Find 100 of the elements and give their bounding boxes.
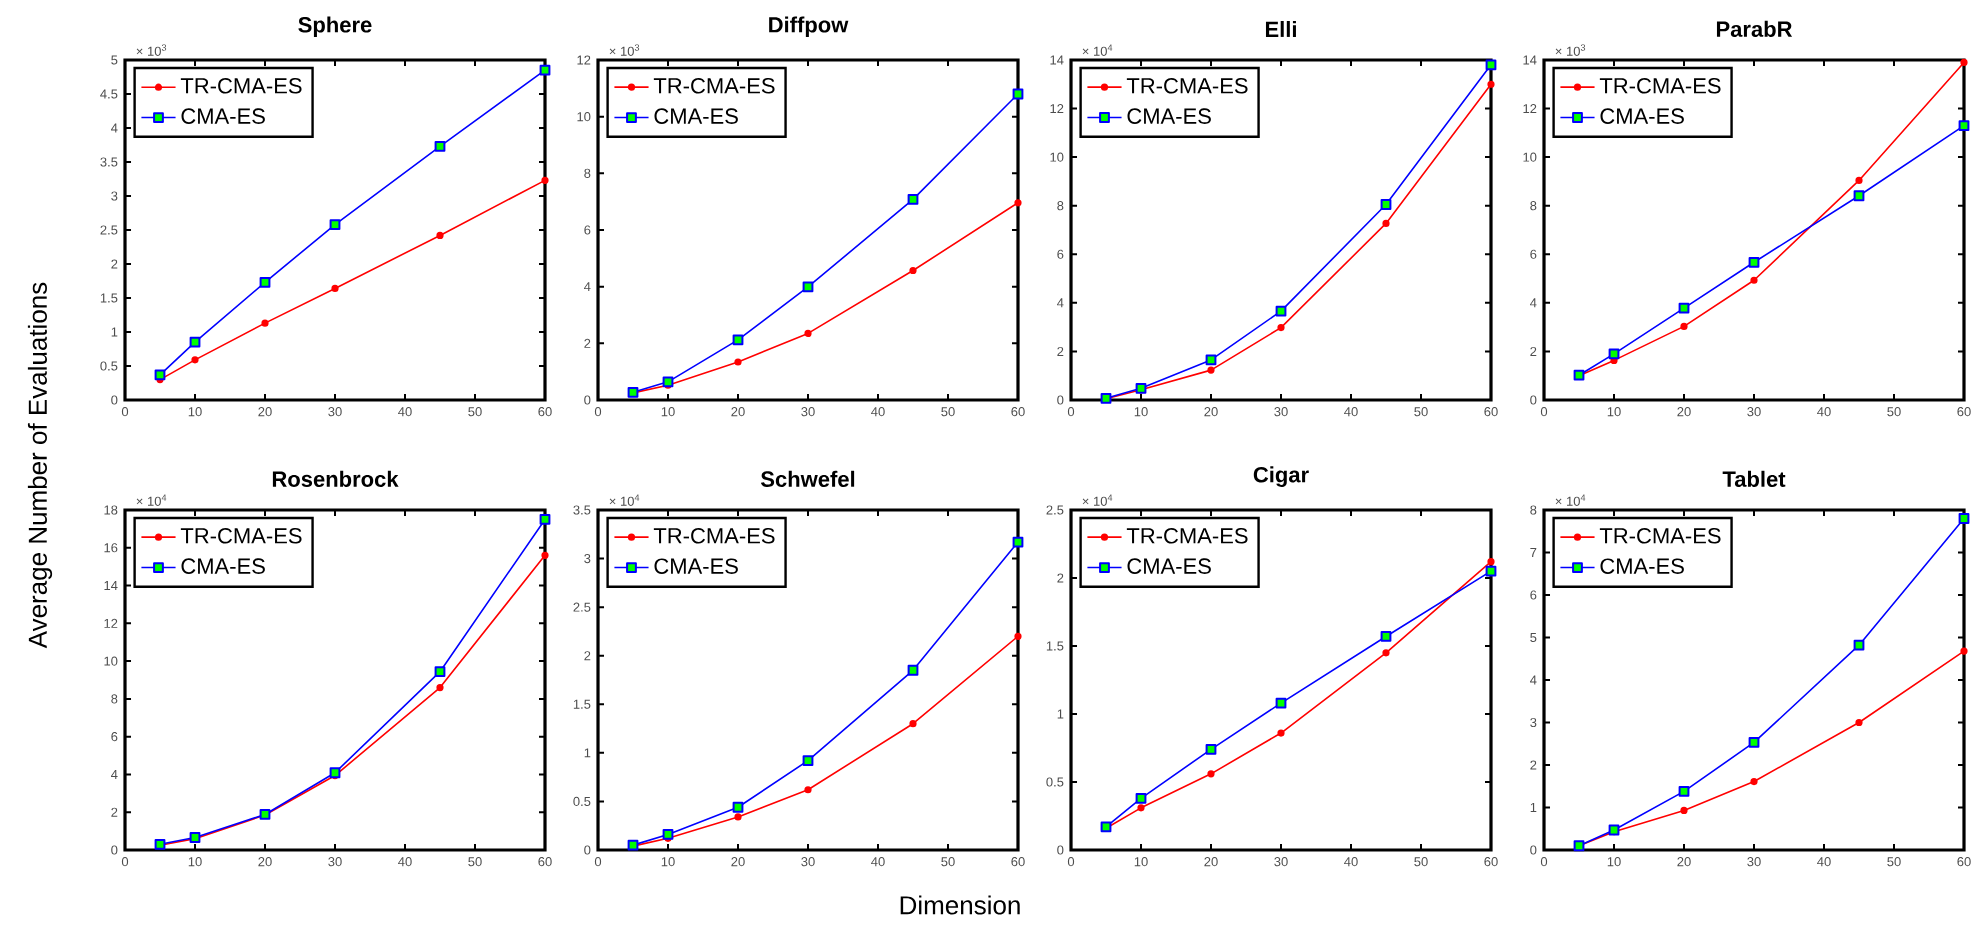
x-tick-label: 30 — [328, 857, 342, 867]
point — [1487, 558, 1495, 566]
y-tick-label: 0.5 — [1046, 777, 1064, 787]
point — [1135, 792, 1147, 804]
point — [1485, 59, 1497, 71]
text: × 10$^{3}$ — [609, 44, 640, 56]
x-tick-label: 40 — [398, 857, 412, 867]
point — [662, 829, 674, 840]
y-tick-label: 2 — [584, 338, 591, 348]
legend-label: CMA-ES — [1600, 558, 1684, 574]
y-tick-label: 0 — [1530, 395, 1537, 405]
point — [434, 666, 446, 678]
x-tick-label: 20 — [731, 407, 745, 417]
x-tick-label: 40 — [1344, 857, 1358, 867]
text: × 10$^{3}$ — [1555, 44, 1586, 56]
point — [189, 336, 201, 348]
y-tick-label: 0 — [1057, 845, 1064, 855]
y-tick-label: 7 — [1530, 548, 1537, 557]
y-tick-label: 4 — [1530, 675, 1537, 685]
x-tick-label: 0 — [1540, 407, 1548, 417]
y-tick-label: 8 — [584, 168, 591, 178]
point — [1014, 632, 1022, 640]
y-tick-label: 2 — [111, 259, 118, 269]
x-tick-label: 50 — [468, 407, 482, 417]
point — [1277, 729, 1285, 737]
point — [539, 514, 551, 525]
y-tick-label: 6 — [1057, 249, 1064, 259]
y-tick-label: 6 — [1530, 590, 1537, 600]
point — [1608, 348, 1620, 360]
x-tick-label: 30 — [1274, 857, 1288, 867]
x-tick-label: 50 — [1414, 857, 1428, 867]
y-tick-label: 4 — [1057, 298, 1064, 308]
point — [732, 801, 744, 813]
point — [1855, 718, 1863, 727]
point — [909, 720, 917, 728]
y-tick-label: 6 — [584, 225, 591, 235]
point — [1205, 743, 1217, 755]
point — [1958, 513, 1970, 524]
point — [1750, 276, 1758, 284]
x-tick-label: 40 — [871, 407, 885, 417]
legend-label: CMA-ES — [181, 108, 265, 124]
x-tick-label: 10 — [188, 407, 202, 417]
x-tick-label: 30 — [1274, 407, 1288, 417]
y-tick-label: 8 — [1530, 505, 1537, 515]
x-tick-label: 60 — [538, 407, 552, 417]
legend-label: TR-CMA-ES — [653, 78, 775, 94]
point — [734, 358, 742, 366]
y-tick-label: 4 — [111, 123, 118, 133]
y-tick-label: 3 — [584, 553, 591, 564]
point — [329, 219, 341, 230]
x-axis-title: Dimension — [900, 895, 1020, 915]
x-tick-label: 60 — [1957, 857, 1971, 867]
y-tick-label: 5 — [111, 55, 118, 65]
point — [1275, 697, 1287, 709]
point — [1960, 647, 1968, 655]
y-tick-label: 3 — [1530, 717, 1537, 728]
x-tick-label: 10 — [188, 857, 202, 867]
y-tick-label: 12 — [1523, 104, 1537, 114]
point — [1958, 120, 1970, 131]
point — [434, 140, 446, 152]
y-tick-label: 0 — [1057, 395, 1064, 405]
point — [804, 786, 812, 794]
y-tick-label: 2.5 — [1046, 505, 1064, 515]
x-tick-label: 0 — [1540, 857, 1548, 867]
point — [1277, 324, 1285, 332]
point — [154, 369, 166, 381]
chart-title: Schwefel — [760, 470, 855, 487]
x-tick-label: 0 — [121, 407, 129, 417]
point — [541, 551, 549, 559]
x-tick-label: 50 — [1887, 857, 1901, 867]
x-tick-label: 40 — [398, 407, 412, 417]
y-tick-label: 10 — [1050, 152, 1064, 162]
y-tick-label: 16 — [104, 543, 118, 553]
point — [804, 329, 812, 337]
text: × 10$^{4}$ — [1555, 494, 1586, 506]
text: × 10$^{4}$ — [1082, 494, 1113, 506]
y-tick-label: 10 — [1523, 152, 1537, 162]
legend-label: TR-CMA-ES — [1599, 78, 1721, 94]
x-tick-label: 10 — [1607, 857, 1621, 867]
y-tick-label: 0 — [1530, 845, 1537, 855]
x-tick-label: 0 — [1067, 857, 1075, 867]
point — [1382, 649, 1390, 657]
legend-label: CMA-ES — [181, 558, 265, 574]
x-tick-label: 30 — [1747, 407, 1761, 417]
point — [907, 193, 919, 205]
x-tick-label: 50 — [468, 857, 482, 867]
y-tick-label: 2 — [1057, 573, 1064, 583]
point — [331, 284, 339, 293]
legend-label: CMA-ES — [654, 558, 738, 574]
point — [539, 64, 551, 76]
y-tick-label: 0 — [111, 845, 118, 855]
x-tick-label: 40 — [1817, 407, 1831, 417]
point — [1207, 770, 1215, 778]
y-tick-label: 3.5 — [100, 157, 118, 167]
x-tick-label: 20 — [258, 407, 272, 417]
point — [329, 767, 341, 779]
y-tick-label: 8 — [111, 694, 118, 704]
point — [1382, 219, 1390, 228]
y-tick-label: 8 — [1530, 201, 1537, 211]
point — [1750, 777, 1758, 786]
